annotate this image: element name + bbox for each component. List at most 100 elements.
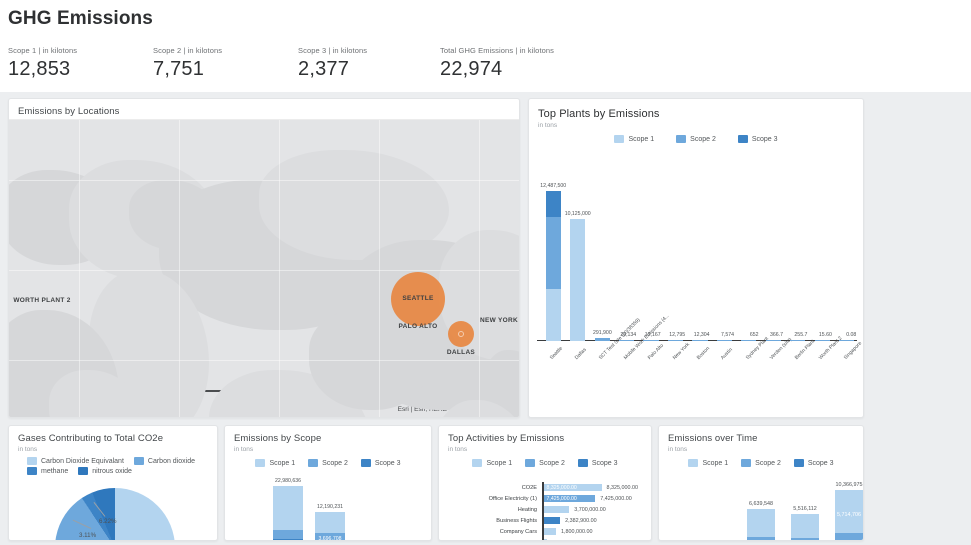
plants-bar[interactable]: 291,900 bbox=[593, 330, 612, 341]
scope-bar[interactable]: 12,190,231 3,696,708 bbox=[315, 504, 345, 540]
plants-bar-value: 29,134 bbox=[620, 331, 637, 338]
activity-card-title: Top Activities by Emissions bbox=[448, 433, 565, 444]
plants-bar[interactable]: 12,795 bbox=[667, 332, 685, 341]
scope-legend-item[interactable]: Scope 3 bbox=[360, 459, 401, 467]
activity-y-axis bbox=[542, 504, 544, 515]
activity-row[interactable]: Scope 2 Location-based 291,900.00 bbox=[439, 537, 651, 541]
map-card-title: Emissions by Locations bbox=[18, 106, 120, 117]
activity-legend-item[interactable]: Scope 3 bbox=[577, 459, 618, 467]
time-bar-value: 10,366,975 bbox=[835, 482, 863, 489]
kpi-label: Scope 3 | in kilotons bbox=[298, 46, 368, 55]
scope-chart-plot[interactable]: 22,980,636 12,190,231 3,696,708 bbox=[225, 478, 431, 540]
scope-bar-segment-scope-1 bbox=[273, 486, 303, 530]
activity-bar-wrap: 7,425,000.00 bbox=[543, 495, 596, 502]
plants-bar[interactable]: 12,487,500 bbox=[540, 183, 566, 341]
plants-bar-segment-scope-1 bbox=[545, 289, 561, 341]
map-marker-seattle[interactable] bbox=[391, 272, 445, 326]
kpi-value: 22,974 bbox=[440, 58, 503, 80]
top-activities-card: Top Activities by Emissions in tons Scop… bbox=[438, 425, 652, 541]
plants-bar-value: 291,900 bbox=[592, 329, 612, 336]
activity-legend-item[interactable]: Scope 1 bbox=[472, 459, 512, 467]
activity-y-axis bbox=[542, 526, 544, 537]
gases-legend-item[interactable]: methane bbox=[27, 467, 68, 475]
emissions-over-time-card: Emissions over Time in tons Scope 1 Scope… bbox=[658, 425, 864, 541]
plants-bar[interactable]: 10,125,000 bbox=[565, 211, 591, 341]
map-graticule bbox=[179, 120, 180, 417]
activity-row[interactable]: Business Flights 2,382,900.00 bbox=[439, 515, 651, 526]
plants-bar-value: 12,304 bbox=[693, 331, 710, 338]
plants-bar[interactable]: 29,134 bbox=[619, 332, 636, 341]
time-bar-segment-scope-1 bbox=[747, 508, 775, 537]
plants-chart-plot[interactable]: 12,487,500 Seattle 10,125,000 Dallas 291,900… bbox=[529, 165, 863, 363]
plants-category-label: Boston bbox=[695, 345, 712, 361]
kpi-total-emissions: Total GHG Emissions | in kilotons 22,974 bbox=[440, 46, 554, 81]
plants-bar[interactable]: 7,574 bbox=[716, 332, 734, 341]
kpi-scope-2: Scope 2 | in kilotons 7,751 bbox=[153, 46, 222, 81]
legend-label: Scope 2 bbox=[539, 459, 565, 467]
activity-value: 291,900.00 bbox=[552, 540, 579, 541]
scope-legend-item[interactable]: Scope 2 bbox=[308, 459, 348, 467]
legend-label: methane bbox=[41, 467, 69, 475]
plants-bar-value: 0.08 bbox=[846, 331, 857, 338]
plants-bar-value: 7,574 bbox=[721, 331, 735, 338]
legend-label: Scope 3 bbox=[374, 459, 401, 467]
time-bar-inner-value: 5,714,706 bbox=[837, 511, 861, 518]
legend-label: nitrous oxide bbox=[92, 467, 132, 475]
legend-swatch bbox=[255, 459, 266, 467]
gases-pie-chart[interactable]: 37.61%3.11%6.22% bbox=[55, 488, 175, 540]
activity-inner-value: 8,325,000.00 bbox=[546, 484, 577, 491]
time-bar[interactable]: 5,516,112 bbox=[791, 506, 819, 540]
time-legend-item[interactable]: Scope 3 bbox=[793, 459, 834, 467]
gases-card-title: Gases Contributing to Total CO2e bbox=[18, 433, 164, 444]
time-bar-segment-scope-1 bbox=[791, 514, 819, 538]
activity-row[interactable]: Company Cars 1,800,000.00 bbox=[439, 526, 651, 537]
plants-bar-value: 13,167 bbox=[644, 331, 661, 338]
legend-label: Scope 3 bbox=[807, 459, 834, 467]
plants-bar[interactable]: 15.60 bbox=[814, 332, 832, 341]
plants-bar-segment-scope-2 bbox=[741, 339, 757, 341]
kpi-label: Total GHG Emissions | in kilotons bbox=[440, 46, 555, 55]
legend-swatch bbox=[741, 459, 752, 467]
time-legend-item[interactable]: Scope 1 bbox=[688, 459, 728, 467]
activity-bar bbox=[543, 506, 570, 513]
activity-y-axis bbox=[542, 537, 544, 540]
time-legend-item[interactable]: Scope 2 bbox=[741, 459, 781, 467]
emissions-by-scope-card: Emissions by Scope in tons Scope 1 Scope … bbox=[224, 425, 432, 541]
plants-bar[interactable]: 13,167 bbox=[643, 332, 661, 341]
activity-bar-wrap: 8,325,000.00 bbox=[543, 484, 602, 491]
plants-bar[interactable]: 652 bbox=[741, 332, 758, 341]
time-chart-plot[interactable]: 6,639,548 5,516,112 10,366,975 5,714,706 bbox=[659, 482, 863, 540]
plants-bar[interactable]: 366.7 bbox=[765, 332, 783, 341]
plants-legend-item[interactable]: Scope 3 bbox=[737, 135, 778, 143]
plants-bar[interactable]: 12,304 bbox=[692, 332, 710, 341]
plants-bar[interactable]: 255.7 bbox=[790, 332, 807, 341]
activity-row[interactable]: Heating 3,700,000.00 bbox=[439, 504, 651, 515]
plants-legend-item[interactable]: Scope 2 bbox=[676, 135, 716, 143]
scope-bar-segment-scope-1 bbox=[315, 512, 345, 534]
gases-legend-row: methane nitrous oxide bbox=[27, 467, 205, 475]
legend-label: Carbon dioxide bbox=[147, 457, 195, 465]
time-chart-legend: Scope 1 Scope 2 Scope 3 bbox=[659, 459, 863, 467]
time-bar[interactable]: 6,639,548 bbox=[747, 501, 775, 540]
time-bar[interactable]: 10,366,975 5,714,706 bbox=[835, 482, 863, 540]
activity-bar-wrap bbox=[543, 517, 561, 524]
scope-legend-item[interactable]: Scope 1 bbox=[255, 459, 295, 467]
scope-bar-value: 12,190,231 bbox=[317, 504, 343, 511]
activity-row[interactable]: CO2E 8,325,000.00 8,325,000.00 bbox=[439, 482, 651, 493]
plants-legend-item[interactable]: Scope 1 bbox=[614, 135, 654, 143]
activity-chart-plot[interactable]: CO2E 8,325,000.00 8,325,000.00 Office Elect… bbox=[439, 482, 651, 541]
scope-bar[interactable]: 22,980,636 bbox=[273, 478, 303, 540]
plants-chart-legend: Scope 1 Scope 2 Scope 3 bbox=[529, 135, 863, 143]
pie-body[interactable] bbox=[55, 488, 175, 540]
map-canvas[interactable]: ❯ LEGENDS 3000km 2000mi Esri | Esri, HER… bbox=[9, 120, 519, 417]
plants-card-subtitle: in tons bbox=[538, 122, 558, 129]
time-bar-segment-scope-2 bbox=[791, 537, 819, 540]
gases-legend-item[interactable]: nitrous oxide bbox=[78, 467, 132, 475]
plants-bar[interactable]: 0.08 bbox=[839, 332, 856, 341]
gases-legend-item[interactable]: Carbon dioxide bbox=[133, 457, 195, 465]
gases-legend-item[interactable]: Carbon Dioxide Equivalant bbox=[27, 457, 124, 465]
activity-legend-item[interactable]: Scope 2 bbox=[525, 459, 565, 467]
plants-bar-segment-scope-2 bbox=[619, 339, 635, 341]
activity-row[interactable]: Office Electricity (1) 7,425,000.00 7,425,… bbox=[439, 493, 651, 504]
